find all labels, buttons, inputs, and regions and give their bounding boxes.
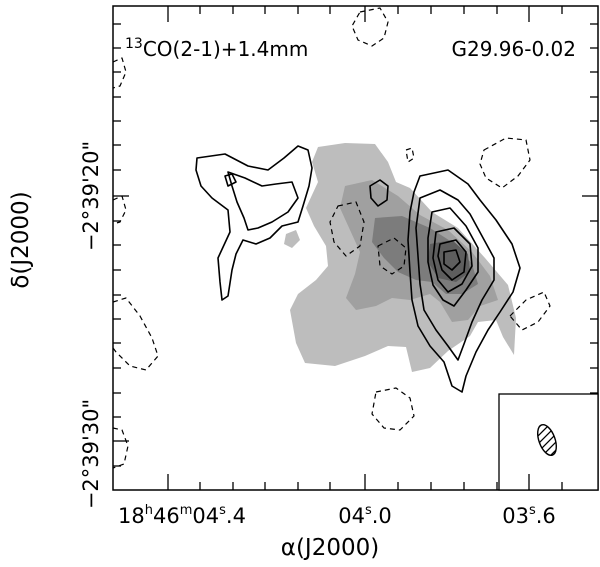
line-name: CO(2-1)+1.4mm bbox=[143, 37, 309, 61]
neg-top-center bbox=[351, 7, 389, 47]
contour-west-inner bbox=[227, 171, 299, 231]
y-tick-label-2: −2°39'30" bbox=[79, 399, 103, 509]
x-ticks bbox=[167, 6, 563, 490]
neg-lower-right bbox=[509, 291, 551, 331]
x-tick-label-3: 03s.6 bbox=[502, 503, 556, 528]
x-axis-label: α(J2000) bbox=[281, 535, 379, 561]
positive-contours bbox=[195, 145, 521, 393]
line-label: 13CO(2-1)+1.4mm bbox=[125, 36, 308, 61]
neg-center-1 bbox=[329, 201, 365, 257]
contour-east-5 bbox=[437, 239, 467, 281]
neg-bottom-center bbox=[371, 387, 415, 431]
y-axis-label: δ(J2000) bbox=[8, 191, 34, 288]
contour-east-3 bbox=[427, 207, 479, 307]
contour-east-6 bbox=[443, 249, 461, 271]
contour-center-knot bbox=[369, 179, 389, 207]
y-tick-label-1: −2°39'20" bbox=[79, 141, 103, 251]
plot-frame bbox=[112, 5, 599, 491]
neg-upper-right bbox=[479, 137, 531, 189]
neg-left-edge bbox=[112, 195, 127, 225]
greyscale-emission bbox=[284, 143, 516, 372]
beam-inset bbox=[498, 393, 599, 491]
contour-east-4 bbox=[432, 227, 473, 293]
neg-bottom-left bbox=[112, 427, 129, 469]
source-name: G29.96-0.02 bbox=[451, 37, 576, 61]
negative-contours bbox=[112, 7, 551, 469]
contour-east-2 bbox=[415, 189, 495, 361]
y-ticks bbox=[113, 23, 598, 467]
neg-lower-left bbox=[112, 297, 159, 371]
x-tick-label-2: 04s.0 bbox=[338, 503, 392, 528]
neg-small-top bbox=[405, 147, 415, 163]
line-isotope: 13 bbox=[125, 36, 143, 52]
grey-level-1-knot bbox=[284, 230, 300, 248]
neg-top-left bbox=[112, 57, 127, 89]
beam-ellipse bbox=[537, 424, 557, 456]
contour-west-core bbox=[224, 173, 237, 187]
x-tick-label-1: 18h46m04s.4 bbox=[118, 503, 246, 528]
contour-west-outer bbox=[195, 145, 313, 301]
contour-east-1 bbox=[407, 169, 521, 393]
